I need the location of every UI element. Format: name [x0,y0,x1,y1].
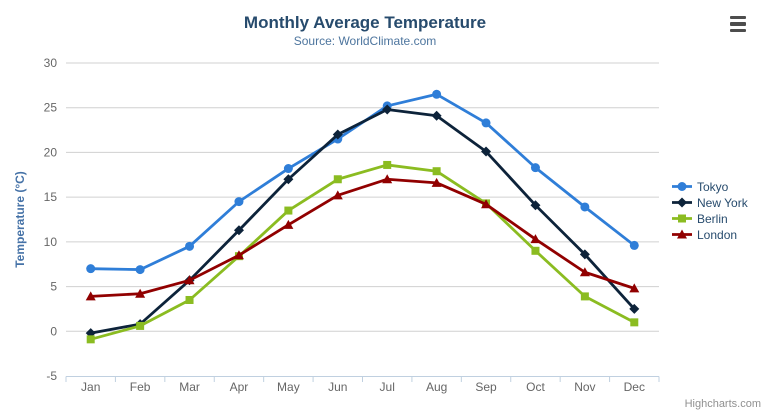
legend-label: London [697,227,738,242]
series-line-berlin [90,163,635,341]
marker-tokyo[interactable] [86,264,96,274]
x-axis-label: Oct [526,380,545,394]
marker-london[interactable] [431,177,442,187]
x-axis-label: Jul [380,380,395,394]
legend-marker-circle-icon [672,182,692,191]
chart-title: Monthly Average Temperature [243,13,487,32]
y-axis-label: 30 [44,56,58,70]
y-axis-label: 15 [44,190,58,204]
marker-berlin[interactable] [86,335,95,344]
legend: Tokyo New York Berlin London [671,179,748,243]
marker-london[interactable] [579,267,590,277]
marker-tokyo[interactable] [629,240,639,250]
legend-marker-diamond-icon [672,197,692,208]
hamburger-menu-icon [730,28,746,33]
hamburger-menu-icon [730,15,746,20]
marker-tokyo[interactable] [432,89,442,99]
marker-berlin[interactable] [333,175,342,184]
x-axis-label: Jan [81,380,100,394]
marker-berlin[interactable] [136,321,145,330]
marker-berlin[interactable] [630,318,639,327]
marker-tokyo[interactable] [481,118,491,128]
x-axis-label: Mar [179,380,200,394]
legend-item-new-york[interactable]: New York [671,195,748,210]
marker-tokyo[interactable] [580,202,590,212]
marker-london[interactable] [184,275,195,285]
x-axis-label: Aug [426,380,447,394]
y-axis-label: 10 [44,235,58,249]
y-axis-label: 20 [44,145,58,159]
marker-tokyo[interactable] [185,241,195,251]
marker-tokyo[interactable] [283,164,293,174]
marker-tokyo[interactable] [135,265,145,275]
legend-label: Tokyo [697,179,729,194]
marker-london[interactable] [332,190,343,200]
y-axis-label: 25 [44,101,58,115]
x-axis-label: Dec [624,380,645,394]
export-context-menu-button[interactable] [730,15,748,33]
x-axis-label: May [277,380,300,394]
legend-item-tokyo[interactable]: Tokyo [671,179,748,194]
marker-new-york[interactable] [382,104,393,115]
y-axis-label: 5 [50,280,57,294]
marker-berlin[interactable] [580,292,589,301]
marker-new-york[interactable] [332,129,343,140]
chart-subtitle: Source: WorldClimate.com [293,34,437,48]
marker-london[interactable] [233,250,244,260]
x-axis-label: Jun [328,380,347,394]
legend-marker-triangle-icon [672,229,692,239]
marker-tokyo[interactable] [530,163,540,173]
marker-london[interactable] [85,291,96,301]
series-line-new-york [90,108,636,335]
marker-berlin[interactable] [432,167,441,176]
y-axis-label: 0 [50,324,57,338]
marker-berlin[interactable] [383,160,392,169]
marker-new-york[interactable] [530,200,541,211]
x-axis-label: Feb [130,380,151,394]
marker-london[interactable] [481,199,492,209]
marker-berlin[interactable] [284,206,293,215]
marker-new-york[interactable] [431,110,442,121]
y-axis-title: Temperature (°C) [13,171,27,268]
legend-label: Berlin [697,211,728,226]
marker-new-york[interactable] [233,225,244,236]
y-axis-label: -5 [46,369,57,383]
series-line-london [90,177,635,298]
marker-new-york[interactable] [481,146,492,157]
marker-new-york[interactable] [283,174,294,185]
marker-berlin[interactable] [185,295,194,304]
legend-marker-square-icon [672,214,692,223]
marker-london[interactable] [382,174,393,184]
legend-label: New York [697,195,748,210]
marker-tokyo[interactable] [234,197,244,207]
marker-new-york[interactable] [629,303,640,314]
marker-london[interactable] [530,234,541,244]
credits-link[interactable]: Highcharts.com [684,398,761,410]
marker-berlin[interactable] [531,246,540,255]
hamburger-menu-icon [730,22,746,26]
legend-item-london[interactable]: London [671,227,748,242]
legend-item-berlin[interactable]: Berlin [671,211,748,226]
marker-new-york[interactable] [579,249,590,260]
marker-london[interactable] [135,288,146,298]
marker-london[interactable] [283,219,294,229]
marker-london[interactable] [629,283,640,293]
x-axis-label: Apr [230,380,249,394]
x-axis-label: Nov [574,380,595,394]
x-axis-label: Sep [475,380,497,394]
